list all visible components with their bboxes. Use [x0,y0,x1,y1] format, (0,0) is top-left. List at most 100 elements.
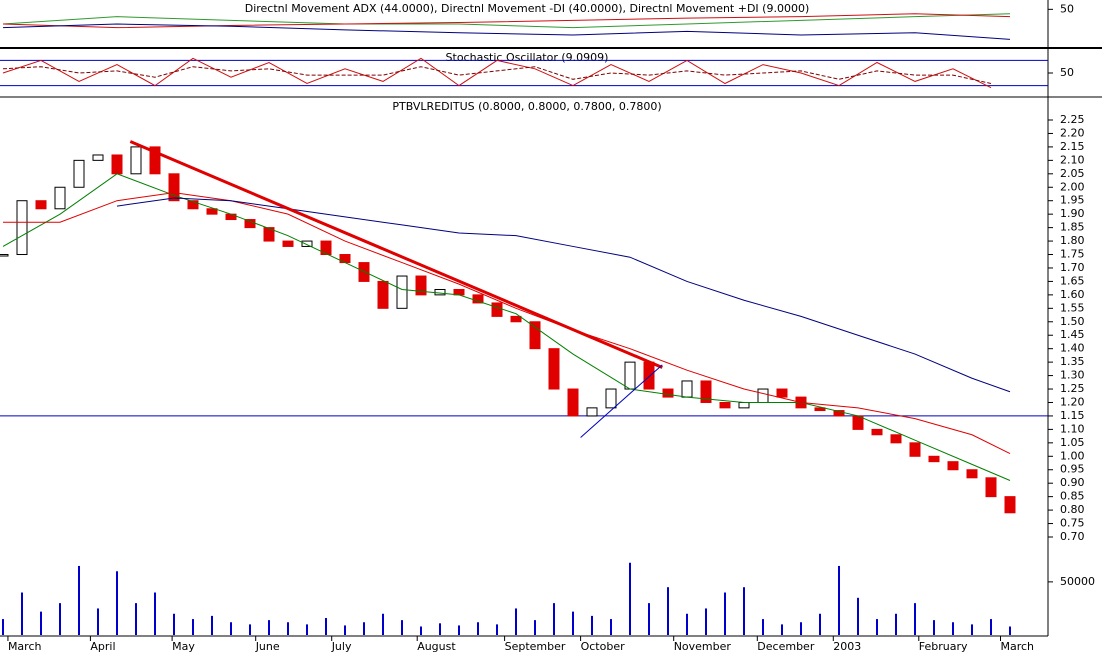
series-line [2,57,992,89]
series-line [2,13,1011,29]
trendline [580,364,663,438]
y-tick-label: 2.20 [1060,126,1085,139]
y-tick-label: 1.70 [1060,261,1085,274]
y-tick-label: 0.90 [1060,476,1085,489]
y-tick-label: 0.70 [1060,530,1085,543]
y-tick-label: 0.75 [1060,517,1085,530]
candle [168,173,180,202]
series-line [116,197,1011,393]
candle [681,380,693,398]
candle [73,159,85,188]
candle [377,280,389,309]
candle [149,146,161,175]
candle [320,240,332,256]
candle [719,401,731,409]
y-tick-label: 2.05 [1060,167,1085,180]
y-tick-label: 1.80 [1060,234,1085,247]
candle [92,154,104,161]
y-tick-label: 2.00 [1060,180,1085,193]
series-line [2,23,1011,40]
y-tick-label: 1.95 [1060,194,1085,207]
candle [111,154,123,175]
y-tick-label: 2.25 [1060,113,1085,126]
candle [605,388,617,409]
x-tick-label: November [674,640,732,653]
candle [985,477,997,498]
x-tick-label: February [919,640,968,653]
y-tick-label: 1.25 [1060,382,1085,395]
x-tick-label: May [172,640,195,653]
x-tick-label: April [90,640,115,653]
trendline [129,140,663,369]
x-tick-label: December [757,640,815,653]
candle [586,407,598,417]
y-tick-label: 1.60 [1060,288,1085,301]
x-tick-label: March [1001,640,1035,653]
candle [434,288,446,296]
candle [510,315,522,323]
y-tick-label: 0.85 [1060,490,1085,503]
candle [54,186,66,210]
y-tick-label: 1.35 [1060,355,1085,368]
candle [890,434,902,444]
candle [282,240,294,247]
candle [529,321,541,350]
candle [700,380,712,403]
x-tick-label: August [417,640,456,653]
y-tick-label: 1.45 [1060,328,1085,341]
candle [909,442,921,457]
x-tick-label: 2003 [833,640,861,653]
series-line [3,192,1011,455]
series-line [2,13,1011,29]
candle [35,200,47,210]
x-tick-label: October [581,640,625,653]
candle [738,401,750,409]
y-tick-label: 0.80 [1060,503,1085,516]
candle [662,388,674,398]
candle [928,455,940,463]
y-tick-label: 1.85 [1060,221,1085,234]
candle [0,254,9,257]
y-tick-label: 50000 [1060,575,1095,588]
candle [814,407,826,412]
candle [301,240,313,247]
candle [776,388,788,398]
y-tick-label: 1.65 [1060,274,1085,287]
panel-title: PTBVLREDITUS (0.8000, 0.8000, 0.7800, 0.… [392,100,661,113]
x-tick-label: September [505,640,566,653]
candle [643,361,655,390]
candle [624,361,636,390]
y-tick-label: 2.15 [1060,140,1085,153]
y-tick-label: 1.75 [1060,248,1085,261]
y-tick-label: 1.40 [1060,342,1085,355]
candle [757,388,769,403]
candle [567,388,579,417]
y-tick-label: 1.05 [1060,436,1085,449]
candle [130,146,142,175]
y-tick-label: 50 [1060,2,1074,15]
series-line [2,66,992,84]
panel-title: Stochastic Oscillator (9.0909) [446,51,609,64]
candle [966,469,978,479]
series-line [2,173,1011,481]
candle [187,200,199,210]
y-tick-label: 1.30 [1060,369,1085,382]
x-tick-label: July [331,640,352,653]
candle [263,227,275,242]
candle [833,410,845,417]
candle [16,200,28,256]
y-tick-label: 1.20 [1060,395,1085,408]
panel-title: Directnl Movement ADX (44.0000), Directn… [245,2,810,15]
x-tick-label: June [255,640,280,653]
candle [871,428,883,436]
candle [548,348,560,390]
candle [206,208,218,215]
x-tick-label: March [8,640,42,653]
y-tick-label: 1.15 [1060,409,1085,422]
y-tick-label: 1.90 [1060,207,1085,220]
candle [1004,496,1016,514]
y-tick-label: 1.50 [1060,315,1085,328]
candle [415,275,427,296]
